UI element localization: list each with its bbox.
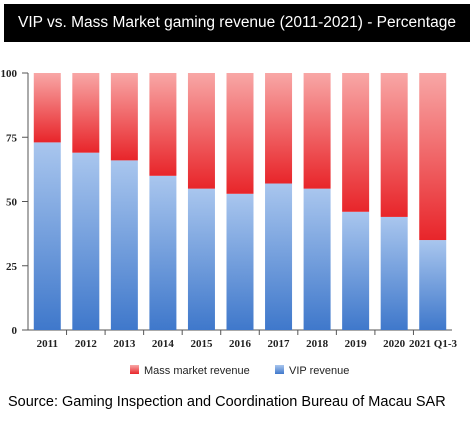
bar-mass-2019 [342,73,370,212]
x-tick-label: 2018 [306,338,329,350]
bar-vip-2019 [342,211,370,330]
bar-mass-2020 [380,73,408,217]
bar-mass-2012 [72,73,100,153]
y-tick-label: 75 [6,132,18,144]
chart-title: VIP vs. Mass Market gaming revenue (2011… [4,4,470,42]
plot-area: 0 25 50 75 100 2011 2012 2013 2014 2015 2016 2017 20… [1,68,458,350]
y-tick-label: 25 [6,261,18,273]
legend-swatch-mass [130,365,139,374]
x-tick-label: 2019 [345,338,368,350]
bar-mass-2011 [33,73,61,143]
bar-mass-2021-q1-3 [419,73,447,241]
source-note: Source: Gaming Inspection and Coordinati… [8,394,446,410]
legend-label-mass: Mass market revenue [144,365,250,377]
bar-vip-2018 [303,188,331,330]
x-tick-label: 2013 [113,338,136,350]
x-tick-label: 2012 [75,338,98,350]
bar-mass-2017 [265,73,293,184]
bar-vip-2021-q1-3 [419,240,447,330]
bar-vip-2015 [187,188,215,330]
bar-vip-2012 [72,152,100,330]
y-tick-label: 100 [1,68,18,80]
bar-vip-2017 [265,183,293,330]
x-tick-label: 2020 [383,338,406,350]
x-tick-label: 2011 [37,338,58,350]
bar-mass-2016 [226,73,254,194]
bar-vip-2011 [33,142,61,330]
bar-vip-2016 [226,193,254,330]
x-tick-label: 2015 [190,338,213,350]
x-tick-label: 2016 [229,338,252,350]
y-tick-label: 50 [6,197,18,209]
bar-vip-2013 [110,160,138,330]
bar-mass-2013 [110,73,138,161]
x-tick-label: 2017 [268,338,291,350]
bar-mass-2018 [303,73,331,189]
bar-vip-2014 [149,175,177,330]
x-tick-label: 2014 [152,338,175,350]
y-tick-label: 0 [12,325,18,337]
bar-vip-2020 [380,216,408,330]
bar-mass-2014 [149,73,177,176]
legend-label-vip: VIP revenue [289,365,349,377]
legend-swatch-vip [275,365,284,374]
legend: Mass market revenue VIP revenue [130,365,349,377]
bar-mass-2015 [187,73,215,189]
x-tick-label: 2021 Q1-3 [409,338,457,350]
